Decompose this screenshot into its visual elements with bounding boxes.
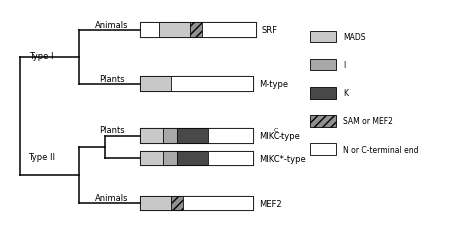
Text: Plants: Plants xyxy=(100,74,125,83)
Bar xyxy=(140,23,256,38)
Text: Type I: Type I xyxy=(29,52,54,61)
Bar xyxy=(163,129,177,143)
Bar xyxy=(310,59,336,71)
Text: MIKC: MIKC xyxy=(259,131,280,141)
Text: N or C-terminal end: N or C-terminal end xyxy=(343,145,419,154)
Text: -type: -type xyxy=(279,131,301,141)
Bar xyxy=(140,77,171,92)
Bar xyxy=(140,196,254,210)
Text: Plants: Plants xyxy=(100,126,125,135)
Text: MIKC*-type: MIKC*-type xyxy=(259,154,306,163)
Bar xyxy=(310,116,336,127)
Text: M-type: M-type xyxy=(259,80,288,89)
Text: K: K xyxy=(343,89,348,98)
Bar xyxy=(140,196,171,210)
Bar xyxy=(310,143,336,155)
Bar xyxy=(140,23,159,38)
Text: SRF: SRF xyxy=(262,26,277,35)
Bar xyxy=(208,129,254,143)
Bar xyxy=(140,151,254,166)
Bar xyxy=(163,151,177,166)
Bar xyxy=(201,23,256,38)
Text: Animals: Animals xyxy=(95,193,129,202)
Bar xyxy=(140,129,254,143)
Text: MEF2: MEF2 xyxy=(259,199,282,208)
Bar xyxy=(310,31,336,43)
Bar xyxy=(140,77,254,92)
Bar xyxy=(177,129,208,143)
Text: I: I xyxy=(343,61,345,70)
Text: SAM or MEF2: SAM or MEF2 xyxy=(343,117,393,126)
Text: Animals: Animals xyxy=(95,20,129,30)
Bar xyxy=(171,196,183,210)
Text: Type II: Type II xyxy=(28,153,55,162)
Text: MADS: MADS xyxy=(343,33,365,42)
Bar xyxy=(208,151,254,166)
Text: C: C xyxy=(274,128,278,133)
Bar xyxy=(171,77,254,92)
Bar xyxy=(140,129,163,143)
Bar xyxy=(159,23,190,38)
Bar xyxy=(140,151,163,166)
Bar xyxy=(177,151,208,166)
Bar xyxy=(190,23,201,38)
Bar xyxy=(183,196,254,210)
Bar xyxy=(310,87,336,99)
